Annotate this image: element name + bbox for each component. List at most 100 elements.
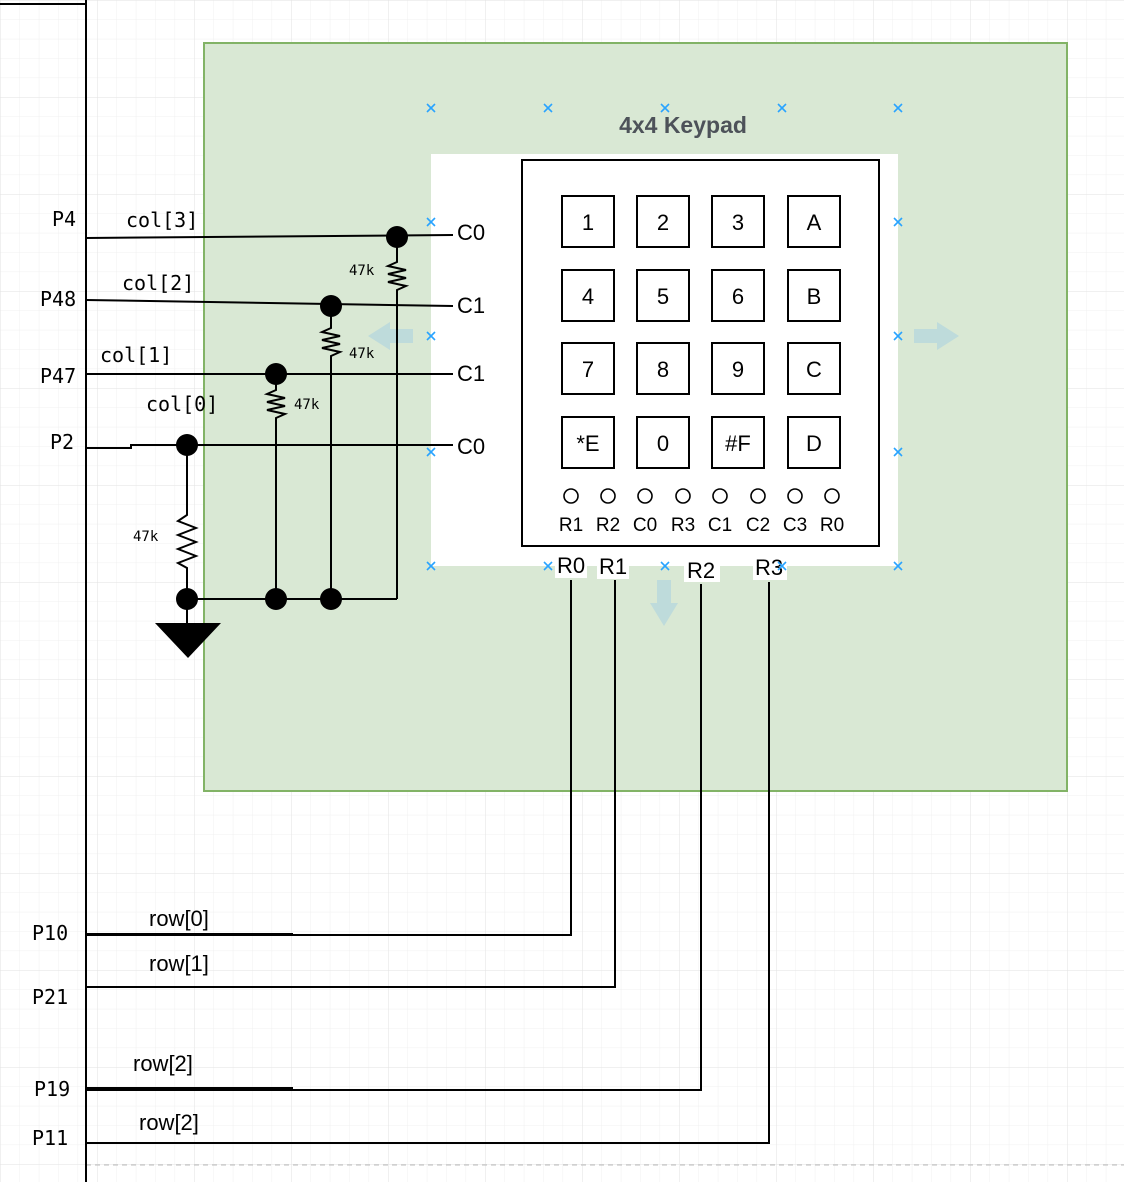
key-button[interactable]: D <box>787 416 841 469</box>
key-label: 0 <box>657 431 669 456</box>
key-button[interactable]: 6 <box>711 269 765 322</box>
key-frame <box>787 416 841 469</box>
key-button[interactable]: 4 <box>561 269 615 322</box>
net-label: row[0] <box>149 906 209 931</box>
node-label: C0 <box>457 434 485 459</box>
key-label: 2 <box>657 210 669 235</box>
pin-circle[interactable] <box>824 488 840 504</box>
key-button[interactable]: #F <box>711 416 765 469</box>
pin-circle[interactable] <box>675 488 691 504</box>
selection-handle-icon[interactable] <box>777 103 787 113</box>
node-label: C0 <box>457 220 485 245</box>
resistor-value: 47k <box>133 529 159 545</box>
net-label: col[0] <box>146 392 218 416</box>
key-frame <box>711 416 765 469</box>
selection-handle-icon[interactable] <box>893 217 903 227</box>
connector-arrow-down[interactable] <box>650 580 678 626</box>
key-label: 4 <box>582 284 594 309</box>
net-label: col[1] <box>100 343 172 367</box>
node-label: C1 <box>457 361 485 386</box>
key-frame <box>561 416 615 469</box>
pin-header-label: R0 <box>820 515 844 536</box>
pin-circle[interactable] <box>637 488 653 504</box>
keypad-title: 4x4 Keypad <box>619 112 747 138</box>
key-button[interactable]: 3 <box>711 195 765 248</box>
key-frame <box>711 342 765 395</box>
key-button[interactable]: A <box>787 195 841 248</box>
selection-handle-icon[interactable] <box>426 447 436 457</box>
selection-handle-icon[interactable] <box>893 447 903 457</box>
key-button[interactable]: 1 <box>561 195 615 248</box>
key-label: D <box>806 431 822 456</box>
pin-label: R1 <box>599 554 627 579</box>
key-frame <box>561 342 615 395</box>
pin-label-bg <box>597 555 629 579</box>
selection-handle-icon[interactable] <box>660 561 670 571</box>
key-label: C <box>806 357 822 382</box>
pin-circle[interactable] <box>563 488 579 504</box>
node-label: C1 <box>457 293 485 318</box>
key-button[interactable]: C <box>787 342 841 395</box>
pin-label: R0 <box>557 553 585 578</box>
key-label: 8 <box>657 357 669 382</box>
pin-label: R3 <box>755 555 783 580</box>
selection-handle-icon[interactable] <box>543 103 553 113</box>
junction-dots <box>176 226 408 610</box>
selection-handle-icon[interactable] <box>543 561 553 571</box>
selection-handle-icon[interactable] <box>426 103 436 113</box>
resistor-symbol[interactable] <box>318 324 344 362</box>
key-button[interactable]: *E <box>561 416 615 469</box>
selection-handle-icon[interactable] <box>426 217 436 227</box>
ground-symbol[interactable] <box>155 623 221 658</box>
resistor-value: 47k <box>349 263 375 279</box>
connector-arrow-left[interactable] <box>368 322 413 350</box>
row-wires <box>86 580 770 1144</box>
key-label: B <box>807 284 822 309</box>
pin-circle[interactable] <box>787 488 803 504</box>
key-frame <box>711 269 765 322</box>
resistor-symbol[interactable] <box>263 386 289 423</box>
selection-handle-icon[interactable] <box>893 103 903 113</box>
key-label: A <box>807 210 822 235</box>
pin-circle[interactable] <box>750 488 766 504</box>
key-frame <box>636 342 690 395</box>
pin-circle[interactable] <box>600 488 616 504</box>
resistor-symbol[interactable] <box>175 510 199 575</box>
pin-header-label: R2 <box>596 515 620 536</box>
key-button[interactable]: 5 <box>636 269 690 322</box>
selection-handle-icon[interactable] <box>660 103 670 113</box>
key-label: 7 <box>582 357 594 382</box>
key-label: 3 <box>732 210 744 235</box>
key-label: 5 <box>657 284 669 309</box>
key-button[interactable]: 2 <box>636 195 690 248</box>
port-label: P2 <box>50 430 74 454</box>
key-frame <box>636 269 690 322</box>
port-label: P10 <box>32 921 68 945</box>
key-label: 9 <box>732 357 744 382</box>
resistor-symbol[interactable] <box>384 258 410 293</box>
key-button[interactable]: 8 <box>636 342 690 395</box>
selection-handle-icon[interactable] <box>426 561 436 571</box>
key-button[interactable]: 9 <box>711 342 765 395</box>
pin-label-bg <box>555 554 587 578</box>
port-label: P48 <box>40 287 76 311</box>
pin-label: R2 <box>687 558 715 583</box>
key-button[interactable]: 7 <box>561 342 615 395</box>
selection-handle-icon[interactable] <box>893 331 903 341</box>
connector-arrow-right[interactable] <box>914 322 959 350</box>
port-label: P4 <box>52 207 76 231</box>
key-frame <box>561 195 615 248</box>
selection-handle-icon[interactable] <box>777 561 787 571</box>
key-frame <box>711 195 765 248</box>
pin-header-label: R3 <box>671 515 695 536</box>
pin-header-label: C3 <box>783 515 807 536</box>
pin-header-label: C1 <box>708 515 732 536</box>
pin-circle[interactable] <box>712 488 728 504</box>
key-button[interactable]: 0 <box>636 416 690 469</box>
key-button[interactable]: B <box>787 269 841 322</box>
selection-handle-icon[interactable] <box>893 561 903 571</box>
port-label: P47 <box>40 364 76 388</box>
pin-label-bg <box>753 556 787 580</box>
selection-handle-icon[interactable] <box>426 331 436 341</box>
